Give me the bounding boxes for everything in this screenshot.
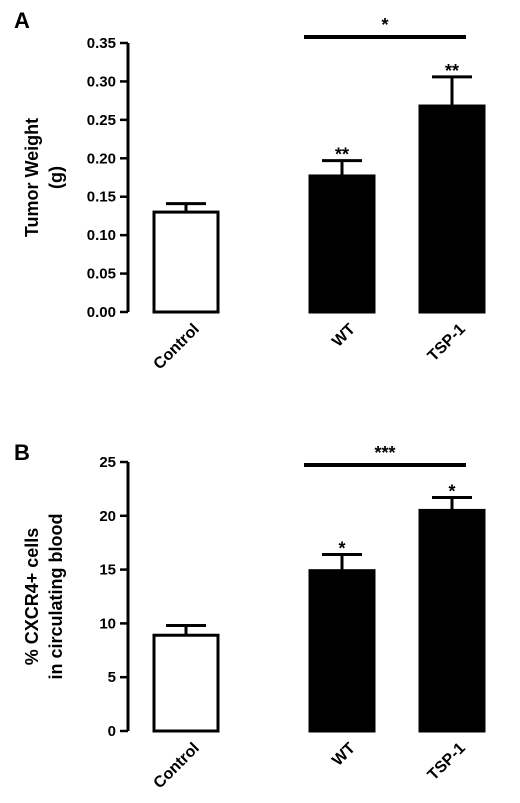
significance-label-tsp-1: *: [448, 482, 455, 502]
category-label-tsp-1: TSP-1: [425, 740, 469, 784]
y-tick-label: 0.05: [87, 266, 116, 283]
y-tick-label: 0.10: [87, 227, 116, 244]
y-axis-title-line-1: % CXCR4+ cells: [22, 528, 42, 666]
bar-wt: [308, 569, 376, 733]
y-tick-label: 0.15: [87, 189, 116, 206]
y-tick-label: 20: [99, 508, 116, 525]
significance-label-tsp-1: **: [445, 61, 459, 81]
bar-control: [152, 210, 220, 314]
panel-letter-b: B: [14, 440, 30, 465]
bar-wt: [308, 174, 376, 314]
category-label-tsp-1: TSP-1: [425, 321, 469, 365]
y-tick-label: 5: [108, 669, 116, 686]
category-label-control: Control: [151, 321, 203, 373]
y-tick-label: 0.20: [87, 150, 116, 167]
y-tick-label: 0.35: [87, 35, 116, 52]
bar-tsp-1: [418, 104, 486, 314]
category-label-wt: WT: [329, 740, 359, 770]
bar-control: [152, 633, 220, 733]
y-axis-title-line-1: Tumor Weight: [22, 118, 42, 237]
category-label-control: Control: [151, 740, 203, 792]
panel-b-chart: B 0 5 10 15 20 25 % CXCR4+ cells in circulating …: [14, 440, 486, 792]
y-tick-label: 15: [99, 562, 116, 579]
panel-letter-a: A: [14, 8, 30, 33]
significance-label-wt: **: [335, 145, 349, 165]
comparison-significance-label: *: [381, 15, 388, 35]
y-tick-label: 0: [108, 723, 116, 740]
comparison-significance-label: ***: [374, 443, 395, 463]
y-tick-label: 0.00: [87, 304, 116, 321]
bar-tsp-1: [418, 508, 486, 733]
y-tick-label: 0.30: [87, 73, 116, 90]
y-axis-title-line-2: in circulating blood: [46, 514, 66, 680]
y-axis-title-line-2: (g): [46, 166, 66, 189]
y-tick-label: 25: [99, 454, 116, 471]
panel-a-chart: A 0.00 0.05 0.10 0.15 0.20 0.25 0.30 0.35 Tumor W…: [14, 8, 486, 373]
category-label-wt: WT: [329, 321, 359, 351]
y-tick-label: 10: [99, 615, 116, 632]
y-tick-label: 0.25: [87, 112, 116, 129]
significance-label-wt: *: [338, 539, 345, 559]
